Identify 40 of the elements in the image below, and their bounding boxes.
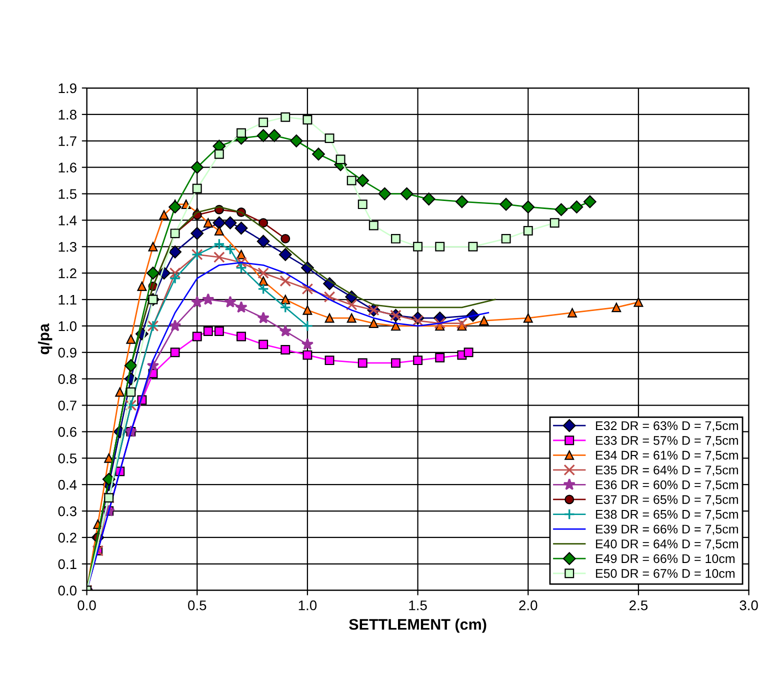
legend-label: E40 DR = 64% D = 7,5cm bbox=[596, 539, 738, 550]
y-tick-label: 0.9 bbox=[58, 348, 76, 358]
y-tick-label: 0.3 bbox=[58, 506, 76, 516]
y-tick-label: 1.3 bbox=[58, 242, 76, 252]
y-tick-label: 1.8 bbox=[58, 110, 76, 120]
x-tick-label: 0.0 bbox=[78, 600, 96, 610]
y-tick-label: 0.6 bbox=[58, 427, 76, 437]
y-tick-label: 1.5 bbox=[58, 189, 76, 199]
y-axis-title: q/pa bbox=[38, 323, 52, 354]
legend-label: E37 DR = 65% D = 7,5cm bbox=[596, 495, 738, 506]
y-tick-label: 0.7 bbox=[58, 400, 76, 410]
legend-label: E36 DR = 60% D = 7,5cm bbox=[596, 480, 738, 491]
y-tick-label: 0.0 bbox=[58, 586, 77, 596]
y-tick-label: 1.9 bbox=[58, 83, 76, 94]
x-tick-label: 2.0 bbox=[519, 600, 538, 610]
y-tick-label: 1.1 bbox=[58, 294, 76, 305]
x-tick-label: 3.0 bbox=[740, 600, 758, 610]
x-tick-label: 2.5 bbox=[630, 600, 648, 610]
legend-label: E38 DR = 65% D = 7,5cm bbox=[596, 510, 738, 520]
y-tick-label: 1.4 bbox=[58, 216, 77, 226]
legend-label: E33 DR = 57% D = 7,5cm bbox=[596, 436, 738, 446]
x-tick-label: 1.0 bbox=[298, 600, 317, 610]
y-tick-label: 0.4 bbox=[58, 480, 77, 490]
y-tick-label: 1.0 bbox=[58, 321, 77, 332]
legend-label: E34 DR = 61% D = 7,5cm bbox=[596, 450, 738, 462]
x-axis-title: SETTLEMENT (cm) bbox=[349, 618, 486, 633]
legend-label: E49 DR = 66% D = 10cm bbox=[596, 554, 735, 564]
legend-label: E35 DR = 64% D = 7,5cm bbox=[596, 466, 738, 476]
x-tick-label: 1.5 bbox=[409, 600, 427, 610]
y-tick-label: 0.5 bbox=[58, 453, 76, 464]
legend-label: E32 DR = 63% D = 7,5cm bbox=[596, 421, 738, 432]
legend-label: E50 DR = 67% D = 10cm bbox=[596, 569, 735, 578]
y-tick-label: 1.6 bbox=[58, 162, 76, 172]
x-tick-label: 0.5 bbox=[188, 600, 206, 610]
y-tick-label: 0.1 bbox=[58, 559, 76, 570]
y-tick-label: 0.8 bbox=[58, 374, 76, 384]
y-tick-label: 1.2 bbox=[58, 268, 76, 278]
y-tick-label: 1.7 bbox=[58, 136, 76, 146]
y-tick-label: 0.2 bbox=[58, 532, 76, 543]
legend-label: E39 DR = 66% D = 7,5cm bbox=[596, 524, 738, 536]
